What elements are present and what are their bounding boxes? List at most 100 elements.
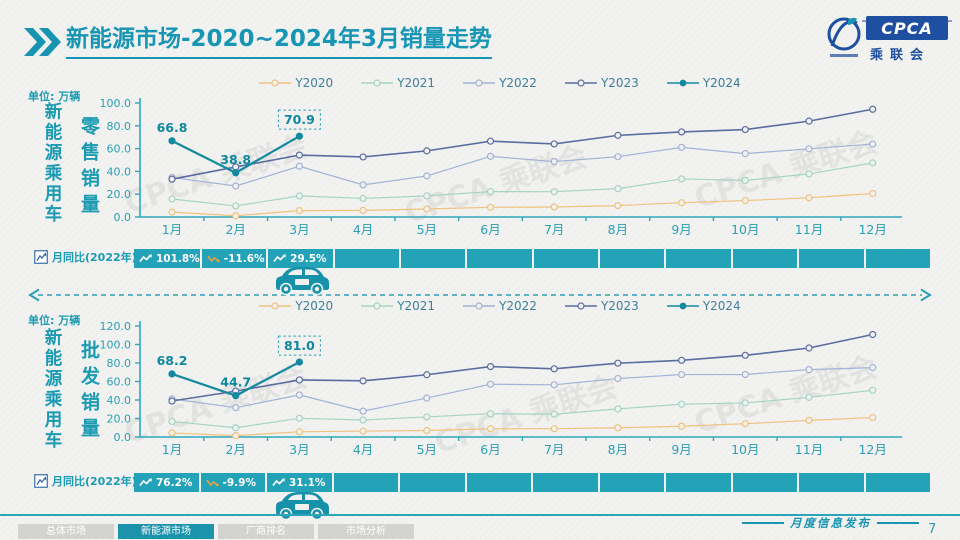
- mom-cell: [533, 473, 600, 492]
- mom-cell: [333, 473, 400, 492]
- svg-text:0.0: 0.0: [114, 211, 132, 224]
- tab-总体市场[interactable]: 总体市场: [18, 524, 114, 539]
- tab-厂商排名[interactable]: 厂商排名: [218, 524, 314, 539]
- mom-cell: -11.6%: [201, 249, 269, 268]
- svg-text:100.0: 100.0: [100, 97, 132, 110]
- svg-text:7月: 7月: [544, 222, 564, 237]
- wholesale-chart: 0.0 20.0 40.0 60.0 80.0 100.0 120.0 1月 2月 3月 4月 5月 6…: [100, 320, 902, 457]
- svg-text:4月: 4月: [353, 442, 373, 457]
- legend-label: Y2024: [702, 299, 741, 313]
- car-icon: [276, 492, 329, 521]
- svg-text:38.8: 38.8: [220, 152, 251, 167]
- legend-item-y2021: Y2021: [361, 76, 435, 90]
- trend-up-icon: [273, 254, 286, 262]
- tab-市场分析[interactable]: 市场分析: [318, 524, 414, 539]
- svg-text:20.0: 20.0: [107, 413, 132, 426]
- mom-cell: [400, 473, 467, 492]
- legend-label: Y2024: [702, 76, 741, 90]
- page-title: 新能源市场-2020~2024年3月销量走势: [66, 26, 492, 59]
- side-label-retail: 新能源乘用车: [42, 102, 62, 225]
- svg-text:8月: 8月: [608, 442, 628, 457]
- svg-text:11月: 11月: [795, 442, 823, 457]
- mom-bar-wholesale: 76.2% -9.9% 31.1%: [134, 473, 930, 492]
- publish-label: 月度信息发布: [742, 515, 919, 531]
- legend-item-y2024: Y2024: [666, 76, 741, 90]
- svg-text:9月: 9月: [671, 442, 691, 457]
- measure-label-wholesale: 批发销量: [78, 340, 100, 444]
- svg-text:2月: 2月: [225, 442, 245, 457]
- mom-cell: [666, 473, 733, 492]
- page-number: 7: [928, 522, 937, 537]
- mom-cell: 101.8%: [134, 249, 202, 268]
- svg-text:120.0: 120.0: [100, 320, 132, 333]
- legend-item-y2020: Y2020: [259, 299, 333, 313]
- svg-text:81.0: 81.0: [284, 338, 315, 353]
- svg-text:6月: 6月: [480, 222, 500, 237]
- svg-text:1月: 1月: [162, 442, 182, 457]
- mom-bar-retail: 101.8% -11.6% 29.5%: [134, 249, 931, 268]
- mom-value: 29.5%: [290, 252, 327, 265]
- svg-text:80.0: 80.0: [107, 357, 132, 370]
- svg-text:60.0: 60.0: [107, 376, 132, 389]
- mom-cell: [865, 249, 931, 268]
- legend-marker-icon: [463, 302, 496, 310]
- legend-item-y2021: Y2021: [361, 299, 435, 313]
- mom-cell: -9.9%: [200, 473, 267, 492]
- legend-label: Y2021: [397, 299, 436, 313]
- mom-label-retail: 月同比(2022年): [34, 249, 137, 265]
- legend-item-y2023: Y2023: [564, 299, 639, 313]
- svg-text:12月: 12月: [858, 442, 886, 457]
- publish-text: 月度信息发布: [790, 516, 871, 530]
- svg-text:100.0: 100.0: [100, 339, 132, 352]
- legend-wholesale: Y2020 Y2021 Y2022 Y2023 Y2024: [150, 299, 850, 313]
- legend-item-y2023: Y2023: [564, 76, 639, 90]
- mom-cell: [334, 249, 401, 268]
- mom-cell: [466, 473, 533, 492]
- svg-text:9月: 9月: [671, 222, 691, 237]
- mom-cell: 29.5%: [268, 249, 335, 268]
- mom-value: 31.1%: [289, 476, 326, 489]
- mom-cell: [865, 473, 930, 492]
- mom-label-wholesale: 月同比(2022年): [34, 473, 137, 489]
- svg-text:80.0: 80.0: [107, 120, 132, 133]
- mom-cell: [666, 249, 733, 268]
- legend-marker-icon: [361, 302, 394, 310]
- mom-cell: [799, 473, 866, 492]
- cpca-cn-label: 乘联会: [870, 48, 931, 63]
- legend-label: Y2023: [600, 76, 639, 90]
- legend-marker-icon: [361, 79, 394, 87]
- legend-label: Y2022: [499, 76, 537, 90]
- trend-chart-icon: [34, 474, 48, 488]
- legend-label: Y2021: [397, 76, 436, 90]
- car-icon: [276, 267, 329, 296]
- svg-text:6月: 6月: [480, 442, 500, 457]
- side-label-wholesale: 新能源乘用车: [42, 328, 62, 451]
- svg-text:68.2: 68.2: [157, 353, 188, 368]
- cpca-wordmark: CPCA: [866, 16, 948, 40]
- svg-text:10月: 10月: [731, 222, 759, 237]
- mom-value: -9.9%: [222, 476, 256, 489]
- legend-marker-icon: [564, 302, 597, 310]
- trend-up-icon: [272, 478, 285, 486]
- trend-down-icon: [207, 255, 220, 263]
- svg-text:5月: 5月: [417, 442, 437, 457]
- legend-item-y2022: Y2022: [463, 299, 537, 313]
- cpca-logo: CPCA 乘联会: [822, 14, 954, 64]
- svg-text:60.0: 60.0: [107, 143, 132, 156]
- legend-item-y2022: Y2022: [463, 76, 537, 90]
- mom-cell: [599, 473, 666, 492]
- legend-label: Y2022: [499, 299, 537, 313]
- legend-retail: Y2020 Y2021 Y2022 Y2023 Y2024: [150, 76, 850, 90]
- tab-新能源市场[interactable]: 新能源市场: [118, 524, 214, 539]
- svg-text:12月: 12月: [858, 222, 886, 237]
- unit-label-retail: 单位: 万辆: [28, 90, 81, 103]
- mom-cell: 76.2%: [134, 473, 201, 492]
- trend-up-icon: [139, 478, 152, 486]
- svg-text:40.0: 40.0: [107, 165, 132, 178]
- mom-value: -11.6%: [223, 252, 265, 265]
- svg-text:40.0: 40.0: [107, 394, 132, 407]
- dash-line: [877, 522, 919, 524]
- legend-marker-icon: [666, 79, 699, 87]
- svg-text:66.8: 66.8: [157, 120, 188, 135]
